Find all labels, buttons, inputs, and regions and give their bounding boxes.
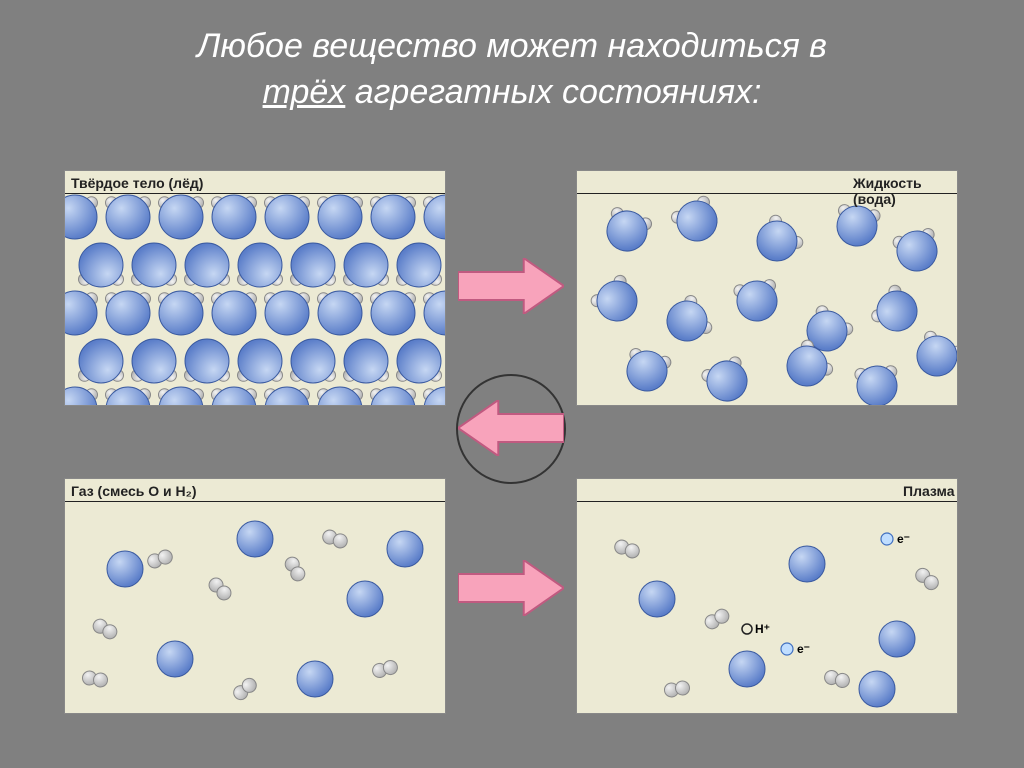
label-gas: Газ (смесь O и H₂) xyxy=(71,483,197,499)
transition-arrow xyxy=(458,560,564,616)
rule-plasma xyxy=(577,501,958,502)
label-liquid: Жидкость (вода) xyxy=(853,175,957,207)
transition-arrow xyxy=(458,258,564,314)
diagram-plasma: e⁻ e⁻ H⁺ xyxy=(577,479,958,714)
rule-solid xyxy=(65,193,446,194)
rule-gas xyxy=(65,501,446,502)
panel-gas: Газ (смесь O и H₂) xyxy=(64,478,446,714)
panel-liquid: Жидкость (вода) xyxy=(576,170,958,406)
diagram-gas xyxy=(65,479,446,714)
panel-plasma: Плазма e⁻ e⁻ H⁺ xyxy=(576,478,958,714)
title-line-1: Любое вещество может находиться в xyxy=(197,27,827,65)
slide-title: Любое вещество может находиться в трёх а… xyxy=(0,24,1024,116)
diagram-solid-ice xyxy=(65,171,446,406)
svg-text:H⁺: H⁺ xyxy=(755,622,770,636)
title-underlined: трёх xyxy=(263,73,346,111)
transition-arrow xyxy=(458,400,564,456)
panel-solid: Твёрдое тело (лёд) xyxy=(64,170,446,406)
svg-text:e⁻: e⁻ xyxy=(797,642,810,656)
svg-text:e⁻: e⁻ xyxy=(897,532,910,546)
label-solid: Твёрдое тело (лёд) xyxy=(71,175,203,191)
label-plasma: Плазма xyxy=(903,483,954,499)
title-rest: агрегатных состояниях: xyxy=(345,73,761,111)
